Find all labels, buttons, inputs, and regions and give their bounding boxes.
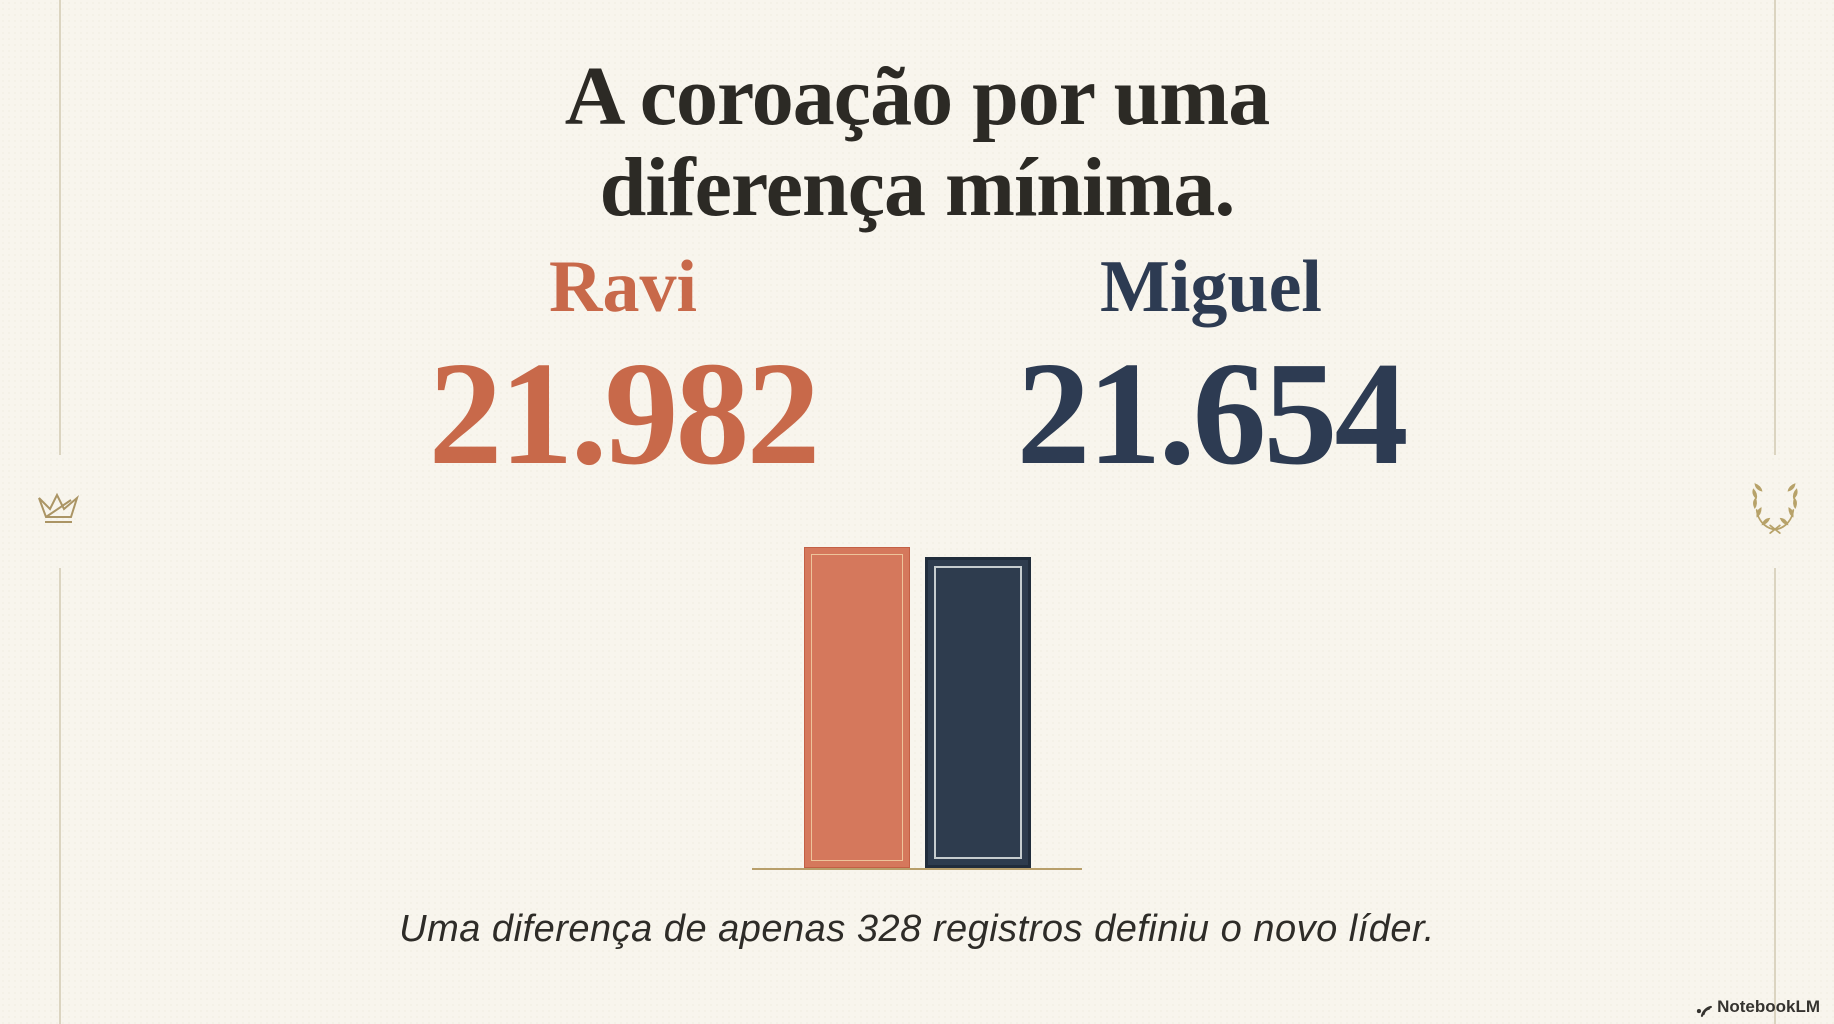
left-divider-top: [59, 0, 61, 455]
bar-inner-outline: [933, 566, 1022, 859]
branding: NotebookLM: [1693, 997, 1820, 1017]
bar-chart: [752, 547, 1082, 870]
contender-value: 21.982: [428, 332, 821, 496]
bar-inner-outline: [810, 554, 903, 861]
title-line-1: A coroação por uma: [564, 50, 1271, 143]
notebooklm-icon: [1696, 1005, 1712, 1017]
branding-label: NotebookLM: [1717, 997, 1820, 1016]
contender-name: Miguel: [1100, 246, 1322, 328]
right-divider-top: [1774, 0, 1776, 455]
contender-miguel: Miguel 21.654: [961, 250, 1461, 488]
right-divider-bottom: [1774, 568, 1776, 1024]
contenders: Ravi 21.982 Miguel 21.654: [373, 250, 1461, 488]
page-title: A coroação por uma diferença mínima.: [0, 50, 1834, 234]
bars: [752, 547, 1082, 868]
bar-miguel: [924, 557, 1031, 868]
laurel-icon: [1748, 480, 1802, 538]
caption: Uma diferença de apenas 328 registros de…: [399, 908, 1435, 950]
contender-value: 21.654: [1016, 332, 1409, 496]
left-divider-bottom: [59, 568, 61, 1024]
contender-name: Ravi: [549, 246, 697, 328]
bar-ravi: [803, 547, 910, 868]
title-line-2: diferença mínima.: [599, 140, 1236, 234]
crown-icon: [33, 490, 83, 534]
contender-ravi: Ravi 21.982: [373, 250, 873, 488]
chart-baseline: [752, 868, 1082, 870]
